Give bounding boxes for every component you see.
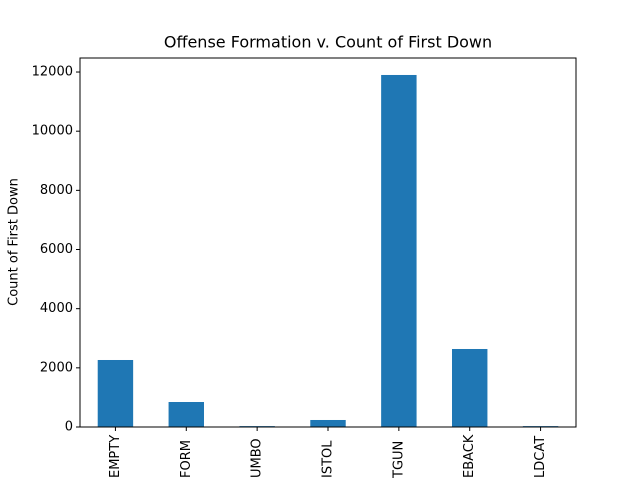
y-tick-label: 0 — [65, 420, 73, 435]
x-tick-label: EBACK — [462, 434, 477, 478]
bar — [452, 348, 488, 427]
x-tick-label: EMPTY — [108, 435, 123, 478]
y-tick-label: 2000 — [40, 360, 73, 375]
y-axis-label: Count of First Down — [7, 178, 22, 306]
x-tick-label: TGUN — [391, 441, 406, 479]
y-tick-label: 10000 — [32, 124, 73, 139]
y-tick-label: 6000 — [40, 242, 73, 257]
bar — [381, 74, 417, 427]
y-tick-label: 8000 — [40, 183, 73, 198]
x-tick-label: UMBO — [250, 438, 265, 478]
x-tick-label: FORM — [179, 440, 194, 478]
y-tick-label: 4000 — [40, 301, 73, 316]
plot-frame — [79, 57, 577, 428]
x-tick-label: LDCAT — [533, 436, 548, 478]
bar — [168, 402, 204, 427]
bar — [310, 419, 346, 427]
chart-title: Offense Formation v. Count of First Down — [164, 33, 492, 52]
bar — [97, 359, 134, 427]
y-tick-label: 12000 — [32, 65, 73, 80]
x-tick-label: ISTOL — [321, 440, 336, 478]
